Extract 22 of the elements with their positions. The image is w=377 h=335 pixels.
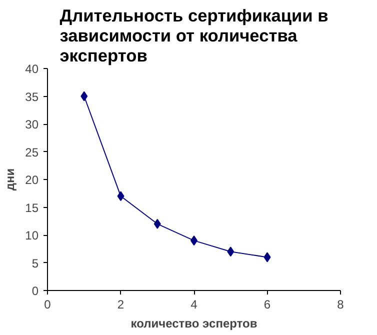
x-tick-label: 2	[117, 298, 124, 312]
y-tick-label: 0	[32, 284, 39, 298]
x-tick-label: 6	[264, 298, 271, 312]
point	[117, 191, 124, 202]
point	[154, 218, 161, 229]
y-tick-label: 30	[25, 118, 39, 132]
y-tick-label: 5	[32, 256, 39, 270]
x-tick-label: 0	[44, 298, 52, 312]
y-tick-label: 20	[25, 173, 39, 187]
chart-title: Длительность сертификации в зависимости от количества экспертов	[60, 6, 328, 66]
point	[264, 252, 271, 262]
y-tick-label: 10	[25, 228, 39, 242]
x-tick-label: 4	[190, 298, 198, 312]
point	[80, 91, 88, 102]
y-tick-label: 15	[25, 200, 39, 215]
x-axis-title: количество эспертов	[130, 316, 258, 330]
x-tick-label: 8	[337, 298, 344, 312]
y-axis-title: дни	[3, 168, 18, 191]
point	[227, 246, 234, 257]
y-tick-label: 40	[25, 62, 39, 76]
y-tick-label: 25	[25, 145, 39, 160]
y-tick-label: 35	[25, 90, 39, 104]
